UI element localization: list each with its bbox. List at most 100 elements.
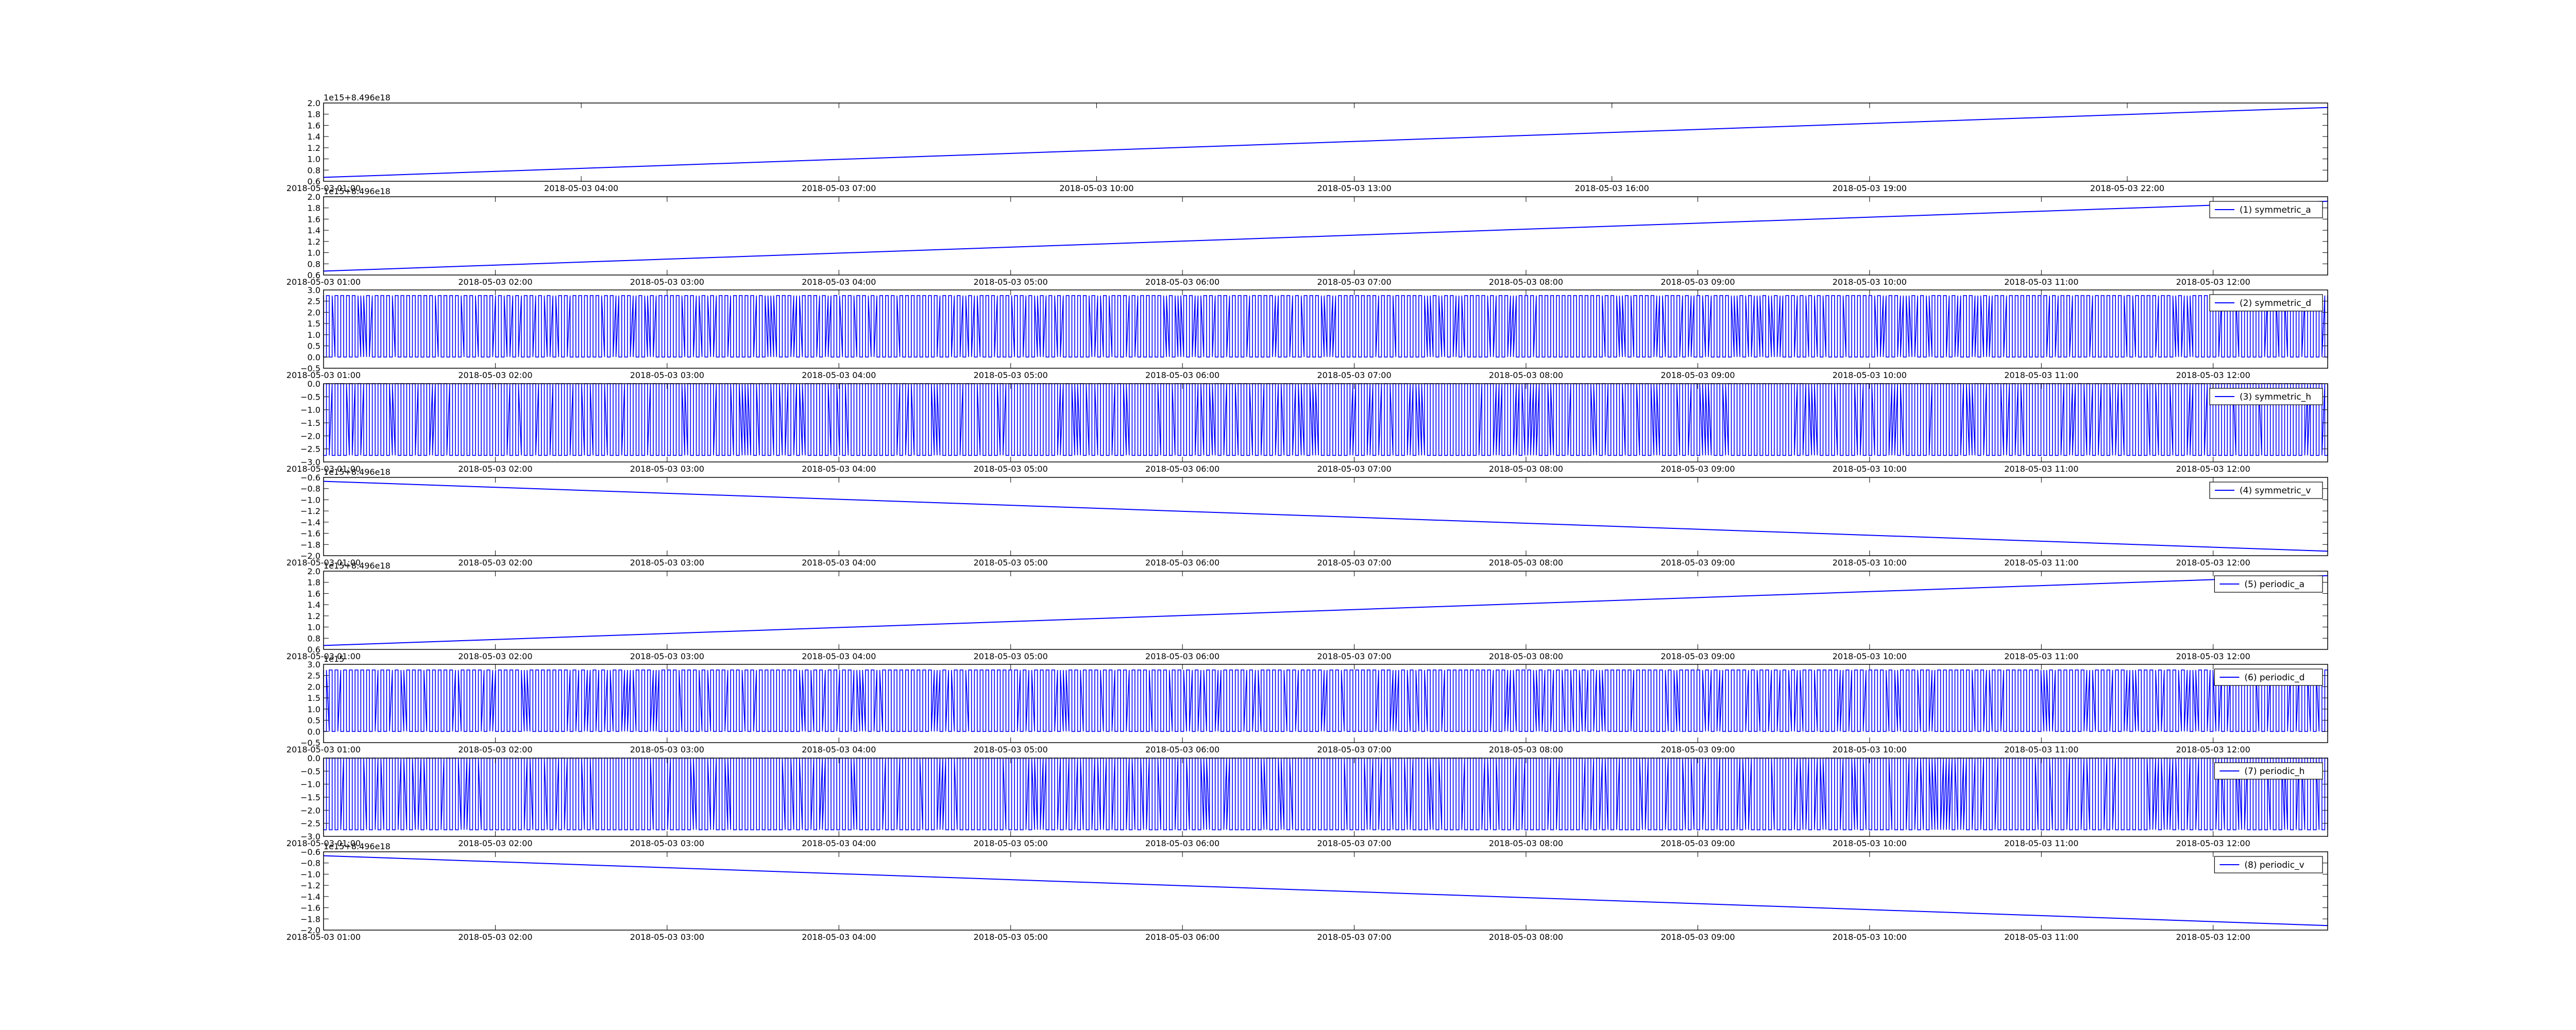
xtick-label-0-7: 2018-05-03 22:00 bbox=[2090, 183, 2164, 193]
offset-label-0: 1e15+8.496e18 bbox=[324, 93, 391, 102]
xtick-label-4-5: 2018-05-03 06:00 bbox=[1145, 558, 1219, 568]
xtick-label-1-4: 2018-05-03 05:00 bbox=[974, 277, 1048, 287]
xtick-label-6-11: 2018-05-03 12:00 bbox=[2176, 745, 2250, 754]
xtick-label-1-9: 2018-05-03 10:00 bbox=[1833, 277, 1907, 287]
ytick-label-3-3: −1.5 bbox=[300, 418, 320, 428]
xtick-label-2-10: 2018-05-03 11:00 bbox=[2004, 370, 2078, 380]
offset-label-6: 1e15 bbox=[324, 654, 344, 664]
xtick-label-2-2: 2018-05-03 03:00 bbox=[630, 370, 704, 380]
legend-box-1 bbox=[2209, 201, 2323, 218]
ytick-label-2-6: 2.5 bbox=[308, 297, 320, 306]
xtick-label-5-0: 2018-05-03 01:00 bbox=[286, 651, 361, 661]
ytick-label-7-6: 0.0 bbox=[308, 753, 320, 763]
ytick-label-2-5: 2.0 bbox=[308, 307, 320, 317]
xtick-label-2-9: 2018-05-03 10:00 bbox=[1833, 370, 1907, 380]
xtick-label-1-2: 2018-05-03 03:00 bbox=[630, 277, 704, 287]
legend-label-2: (2) symmetric_d bbox=[2240, 298, 2311, 308]
xtick-label-2-6: 2018-05-03 07:00 bbox=[1317, 370, 1391, 380]
xtick-label-4-9: 2018-05-03 10:00 bbox=[1833, 558, 1907, 568]
xtick-label-5-2: 2018-05-03 03:00 bbox=[630, 651, 704, 661]
xtick-label-3-11: 2018-05-03 12:00 bbox=[2176, 464, 2250, 474]
ytick-label-0-5: 1.6 bbox=[308, 121, 320, 130]
xtick-label-0-3: 2018-05-03 10:00 bbox=[1059, 183, 1133, 193]
legend-label-3: (3) symmetric_h bbox=[2240, 392, 2311, 402]
xtick-label-8-11: 2018-05-03 12:00 bbox=[2176, 932, 2250, 942]
xtick-label-7-11: 2018-05-03 12:00 bbox=[2176, 838, 2250, 848]
offset-label-4: 1e15+8.496e18 bbox=[324, 467, 391, 477]
series-line-1-0 bbox=[323, 200, 2328, 272]
series-line-6-0 bbox=[323, 670, 2328, 732]
axes-frame-8 bbox=[323, 851, 2328, 931]
ytick-label-8-0: −2.0 bbox=[300, 925, 320, 935]
axes-frame-6 bbox=[323, 664, 2328, 743]
ytick-label-6-4: 1.5 bbox=[308, 693, 320, 703]
series-line-2-0 bbox=[323, 295, 2328, 358]
ytick-label-2-7: 3.0 bbox=[308, 285, 320, 295]
legend-8: (8) periodic_v bbox=[2214, 856, 2323, 873]
xtick-label-4-8: 2018-05-03 09:00 bbox=[1660, 558, 1735, 568]
xtick-label-3-9: 2018-05-03 10:00 bbox=[1833, 464, 1907, 474]
xtick-label-8-6: 2018-05-03 07:00 bbox=[1317, 932, 1391, 942]
ytick-label-7-2: −2.0 bbox=[300, 805, 320, 815]
xtick-label-6-6: 2018-05-03 07:00 bbox=[1317, 745, 1391, 754]
ytick-label-3-4: −1.0 bbox=[300, 405, 320, 415]
axes-frame-1 bbox=[323, 196, 2328, 276]
ytick-label-5-6: 1.8 bbox=[308, 578, 320, 588]
axes-frame-2 bbox=[323, 289, 2328, 369]
xtick-label-5-8: 2018-05-03 09:00 bbox=[1660, 651, 1735, 661]
xtick-label-5-10: 2018-05-03 11:00 bbox=[2004, 651, 2078, 661]
ytick-label-4-7: −0.6 bbox=[300, 473, 320, 483]
xtick-label-5-5: 2018-05-03 06:00 bbox=[1145, 651, 1219, 661]
xtick-label-0-2: 2018-05-03 07:00 bbox=[802, 183, 876, 193]
xtick-label-0-4: 2018-05-03 13:00 bbox=[1317, 183, 1391, 193]
ytick-label-4-4: −1.2 bbox=[300, 506, 320, 516]
xtick-label-7-5: 2018-05-03 06:00 bbox=[1145, 838, 1219, 848]
ytick-label-2-0: −0.5 bbox=[300, 364, 320, 373]
ytick-label-5-2: 1.0 bbox=[308, 623, 320, 632]
xtick-label-5-1: 2018-05-03 02:00 bbox=[458, 651, 532, 661]
xtick-label-8-4: 2018-05-03 05:00 bbox=[974, 932, 1048, 942]
ytick-label-4-5: −1.0 bbox=[300, 495, 320, 505]
xtick-label-7-3: 2018-05-03 04:00 bbox=[802, 838, 876, 848]
xtick-label-8-3: 2018-05-03 04:00 bbox=[802, 932, 876, 942]
xtick-label-8-0: 2018-05-03 01:00 bbox=[286, 932, 361, 942]
xtick-label-7-10: 2018-05-03 11:00 bbox=[2004, 838, 2078, 848]
xtick-label-6-7: 2018-05-03 08:00 bbox=[1489, 745, 1563, 754]
xtick-label-2-1: 2018-05-03 02:00 bbox=[458, 370, 532, 380]
xtick-label-7-4: 2018-05-03 05:00 bbox=[974, 838, 1048, 848]
ytick-label-1-0: 0.6 bbox=[308, 270, 320, 280]
ytick-label-0-4: 1.4 bbox=[308, 132, 320, 142]
xtick-label-8-1: 2018-05-03 02:00 bbox=[458, 932, 532, 942]
xtick-label-8-5: 2018-05-03 06:00 bbox=[1145, 932, 1219, 942]
xtick-label-2-5: 2018-05-03 06:00 bbox=[1145, 370, 1219, 380]
xtick-label-5-11: 2018-05-03 12:00 bbox=[2176, 651, 2250, 661]
xtick-label-7-0: 2018-05-03 01:00 bbox=[286, 838, 361, 848]
legend-label-5: (5) periodic_a bbox=[2244, 579, 2304, 590]
xtick-label-2-7: 2018-05-03 08:00 bbox=[1489, 370, 1563, 380]
series-line-7-0 bbox=[323, 758, 2328, 831]
ytick-label-5-4: 1.4 bbox=[308, 600, 320, 610]
legend-6: (6) periodic_d bbox=[2214, 668, 2323, 686]
xtick-label-3-0: 2018-05-03 01:00 bbox=[286, 464, 361, 474]
xtick-label-0-5: 2018-05-03 16:00 bbox=[1575, 183, 1649, 193]
ytick-label-8-5: −1.0 bbox=[300, 869, 320, 879]
legend-2: (2) symmetric_d bbox=[2209, 294, 2323, 312]
xtick-label-1-3: 2018-05-03 04:00 bbox=[802, 277, 876, 287]
xtick-label-3-7: 2018-05-03 08:00 bbox=[1489, 464, 1563, 474]
xtick-label-4-3: 2018-05-03 04:00 bbox=[802, 558, 876, 568]
ytick-label-2-3: 1.0 bbox=[308, 330, 320, 340]
xtick-label-6-4: 2018-05-03 05:00 bbox=[974, 745, 1048, 754]
xtick-label-3-6: 2018-05-03 07:00 bbox=[1317, 464, 1391, 474]
ytick-label-7-5: −0.5 bbox=[300, 766, 320, 776]
ytick-label-1-6: 1.8 bbox=[308, 203, 320, 213]
ytick-label-6-0: −0.5 bbox=[300, 738, 320, 748]
ytick-label-0-0: 0.6 bbox=[308, 177, 320, 186]
xtick-label-1-6: 2018-05-03 07:00 bbox=[1317, 277, 1391, 287]
xtick-label-6-10: 2018-05-03 11:00 bbox=[2004, 745, 2078, 754]
ytick-label-4-1: −1.8 bbox=[300, 540, 320, 550]
series-line-0-0 bbox=[323, 107, 2328, 178]
xtick-label-0-6: 2018-05-03 19:00 bbox=[1833, 183, 1907, 193]
ytick-label-0-1: 0.8 bbox=[308, 165, 320, 175]
xtick-label-6-8: 2018-05-03 09:00 bbox=[1660, 745, 1735, 754]
